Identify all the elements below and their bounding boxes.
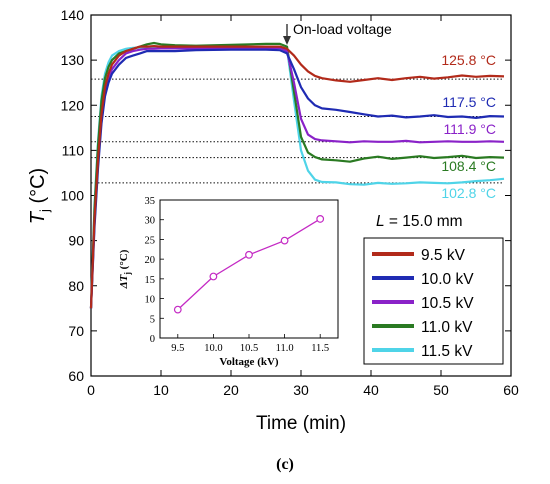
- y-axis-label-unit: (°C): [27, 168, 49, 209]
- inset-y-label-unit: (°C): [118, 249, 130, 272]
- inset-x-tick-label: 9.5: [171, 343, 184, 354]
- on-load-label: On-load voltage: [293, 21, 392, 37]
- y-tick-label: 80: [68, 278, 84, 294]
- y-axis-label-main: T: [27, 210, 49, 224]
- legend-label: 10.5 kV: [421, 295, 474, 312]
- inset-y-tick-label: 0: [150, 334, 155, 345]
- y-tick-label: 90: [68, 233, 84, 249]
- on-load-arrow-head: [283, 36, 291, 45]
- inset-point: [280, 236, 289, 245]
- inset-point: [245, 250, 253, 259]
- inset-x-tick-label: 10.0: [204, 343, 222, 354]
- inset-x-tick-label: 11.5: [311, 343, 329, 354]
- series-line: [89, 48, 505, 309]
- legend-label: 11.5 kV: [421, 343, 473, 360]
- legend-label: 11.0 kV: [421, 319, 473, 336]
- y-axis-label: Tj (°C): [27, 168, 52, 224]
- x-tick-label: 10: [153, 382, 169, 398]
- x-tick-label: 30: [293, 382, 309, 398]
- steady-label: 111.9 °C: [443, 121, 496, 137]
- inset-y-axis-label: ΔTj (°C): [118, 249, 132, 289]
- series-line: [89, 44, 505, 309]
- x-tick-label: 60: [503, 382, 519, 398]
- figure-caption: (c): [276, 456, 294, 473]
- inset-y-label-main: ΔT: [118, 273, 130, 289]
- x-tick-label: 40: [363, 382, 379, 398]
- inset-x-tick-label: 10.5: [240, 343, 258, 354]
- inset-x-axis-label: Voltage (kV): [219, 356, 279, 368]
- legend: 9.5 kV 10.0 kV 10.5 kV 11.0 kV 11.5 kV: [363, 237, 504, 365]
- inset-x-tick-label: 11.0: [276, 343, 294, 354]
- inset-y-tick-label: 10: [145, 295, 156, 306]
- inset-y-tick-label: 30: [145, 216, 156, 227]
- inset-y-tick-label: 15: [145, 275, 156, 286]
- length-label-value: = 15.0 mm: [385, 213, 463, 230]
- legend-items: 9.5 kV 10.0 kV 10.5 kV 11.0 kV 11.5 kV: [372, 247, 474, 360]
- inset-y-tick-label: 20: [145, 255, 156, 266]
- y-tick-label: 130: [61, 52, 85, 68]
- length-label-prefix: L: [376, 213, 385, 230]
- inset-point: [173, 305, 182, 314]
- inset-axis-ticks: 9.5 10.0 10.5 11.0 11.5 0 5 10 15 20 25 30 35: [145, 196, 330, 354]
- x-tick-label: 20: [223, 382, 239, 398]
- y-tick-label: 60: [68, 368, 84, 384]
- steady-label: 117.5 °C: [442, 94, 496, 110]
- y-tick-label: 110: [62, 142, 85, 158]
- steady-label: 125.8 °C: [441, 52, 496, 68]
- length-label: L = 15.0 mm: [376, 213, 463, 230]
- series-line: [89, 41, 505, 309]
- main-series-lines: [89, 41, 505, 309]
- x-axis-label: Time (min): [256, 413, 346, 434]
- on-load-annotation: On-load voltage: [283, 21, 392, 45]
- steady-label: 108.4 °C: [441, 158, 496, 174]
- steady-label: 102.8 °C: [441, 185, 496, 201]
- inset-chart: 9.5 10.0 10.5 11.0 11.5 0 5 10 15 20 25 30 35 Voltag…: [118, 196, 339, 368]
- inset-y-tick-label: 5: [150, 314, 155, 325]
- x-tick-label: 0: [87, 382, 95, 398]
- legend-label: 10.0 kV: [421, 271, 474, 288]
- legend-label: 9.5 kV: [421, 247, 466, 264]
- inset-point: [209, 272, 218, 281]
- y-tick-label: 140: [61, 7, 85, 23]
- y-tick-label: 70: [68, 323, 84, 339]
- inset-y-tick-label: 35: [145, 196, 156, 207]
- series-line: [89, 46, 505, 309]
- x-tick-label: 50: [433, 382, 449, 398]
- y-tick-label: 120: [61, 97, 85, 113]
- inset-plot-frame: [159, 199, 339, 339]
- y-tick-label: 100: [61, 188, 85, 204]
- inset-y-tick-label: 25: [145, 235, 156, 246]
- y-axis-label-sub: j: [37, 209, 52, 213]
- inset-point: [316, 215, 325, 223]
- inset-y-label-sub: j: [123, 272, 132, 276]
- inset-series: [173, 215, 325, 314]
- steady-state-labels: 125.8 °C 117.5 °C 111.9 °C 108.4 °C 102.8 °C: [441, 52, 496, 201]
